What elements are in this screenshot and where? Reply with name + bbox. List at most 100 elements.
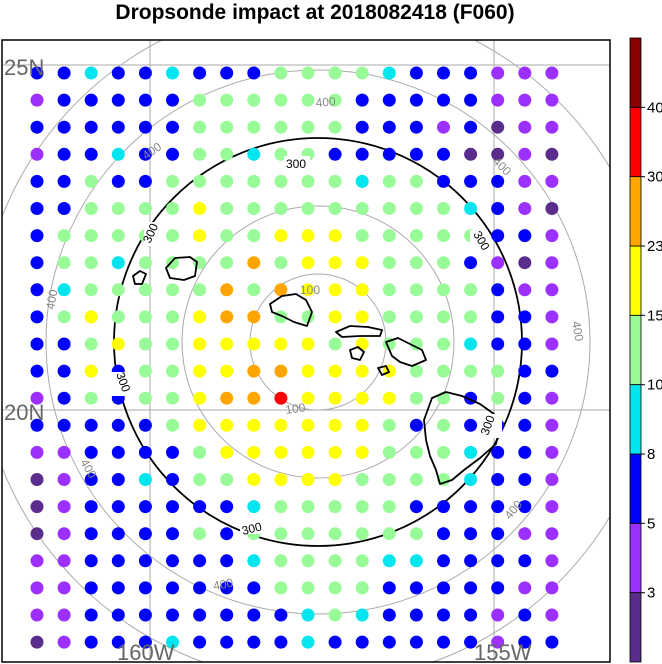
impact-dot (57, 120, 71, 134)
impact-dot (138, 202, 152, 215)
impact-dot (193, 256, 207, 270)
impact-dot (491, 337, 505, 351)
impact-dot (220, 256, 234, 270)
impact-dot (138, 418, 152, 432)
impact-dot (409, 310, 423, 324)
impact-dot (301, 229, 315, 243)
impact-dot (30, 554, 44, 568)
impact-dot (57, 310, 71, 324)
impact-dot (247, 283, 261, 297)
impact-dot (247, 229, 261, 243)
impact-dot (409, 527, 423, 541)
impact-dot (382, 202, 396, 215)
impact-dot (111, 147, 125, 161)
impact-dot (301, 120, 315, 134)
impact-dot (437, 635, 450, 649)
impact-dot (491, 554, 505, 568)
impact-dot (409, 229, 423, 243)
impact-dot (111, 608, 125, 622)
impact-dot (355, 147, 369, 161)
impact-dot (193, 120, 207, 134)
impact-dot (166, 283, 179, 297)
contour-400-top: 400 (315, 94, 336, 110)
impact-dot (274, 445, 288, 459)
impact-dot (30, 256, 44, 270)
impact-dot (247, 66, 261, 80)
impact-dot (301, 635, 315, 649)
impact-dot (355, 93, 369, 107)
impact-dot (247, 418, 261, 432)
impact-dot (138, 310, 152, 324)
impact-dot (328, 256, 342, 270)
impact-dot (30, 364, 44, 378)
impact-dot (30, 66, 44, 80)
impact-dot (274, 391, 288, 405)
impact-dot (409, 391, 423, 405)
impact-dot (545, 310, 559, 324)
impact-dot (166, 256, 179, 270)
impact-dot (437, 256, 450, 270)
impact-dot (30, 391, 44, 405)
impact-dot (220, 527, 234, 541)
impact-dot (247, 256, 261, 270)
impact-dot (274, 66, 288, 80)
impact-dot (355, 337, 369, 351)
impact-dot (437, 202, 450, 215)
impact-dot (328, 554, 342, 568)
impact-dot (382, 147, 396, 161)
contour-400-bottom: 400 (212, 576, 234, 593)
oahu-island (269, 293, 313, 327)
impact-dot (193, 310, 207, 324)
impact-dot (111, 337, 125, 351)
impact-dot (138, 554, 152, 568)
impact-dot (545, 445, 559, 459)
impact-dot (111, 500, 125, 514)
impact-dot (247, 174, 261, 188)
impact-dot (84, 147, 98, 161)
impact-dot (111, 93, 125, 107)
impact-dot (301, 445, 315, 459)
impact-dot (84, 635, 98, 649)
impact-dot (518, 66, 532, 80)
molokai-island (335, 325, 383, 338)
impact-dot (382, 635, 396, 649)
impact-dot (328, 608, 342, 622)
colorbar: 3 5 8 10 15 23 30 40 (629, 37, 662, 663)
impact-dot (545, 66, 559, 80)
impact-dot (30, 310, 44, 324)
impact-dot (84, 229, 98, 243)
impact-dot (545, 391, 559, 405)
impact-dot (57, 527, 71, 541)
impact-dot (166, 202, 179, 215)
impact-dot (193, 93, 207, 107)
impact-dot (409, 364, 423, 378)
impact-dot (193, 229, 207, 243)
impact-dot (464, 120, 478, 134)
impact-dot (409, 554, 423, 568)
map-title: Dropsonde impact at 2018082418 (F060) (115, 1, 515, 24)
impact-dot (545, 581, 559, 595)
impact-dot (355, 283, 369, 297)
impact-dot (166, 418, 179, 432)
impact-dot (166, 147, 179, 161)
impact-dot (355, 581, 369, 595)
impact-dot (491, 174, 505, 188)
impact-dot (518, 527, 532, 541)
impact-dot (166, 229, 179, 243)
impact-dot (409, 500, 423, 514)
impact-dot (247, 500, 261, 514)
impact-dot (491, 229, 505, 243)
impact-dot (301, 581, 315, 595)
impact-dot (57, 391, 71, 405)
impact-dot (138, 445, 152, 459)
impact-dot (138, 93, 152, 107)
impact-dot (464, 283, 478, 297)
impact-dot (30, 337, 44, 351)
impact-dot (111, 473, 125, 486)
impact-dot (464, 310, 478, 324)
impact-dot (355, 310, 369, 324)
impact-dot (491, 283, 505, 297)
impact-dot (274, 283, 288, 297)
impact-dot (355, 229, 369, 243)
impact-dot (491, 310, 505, 324)
